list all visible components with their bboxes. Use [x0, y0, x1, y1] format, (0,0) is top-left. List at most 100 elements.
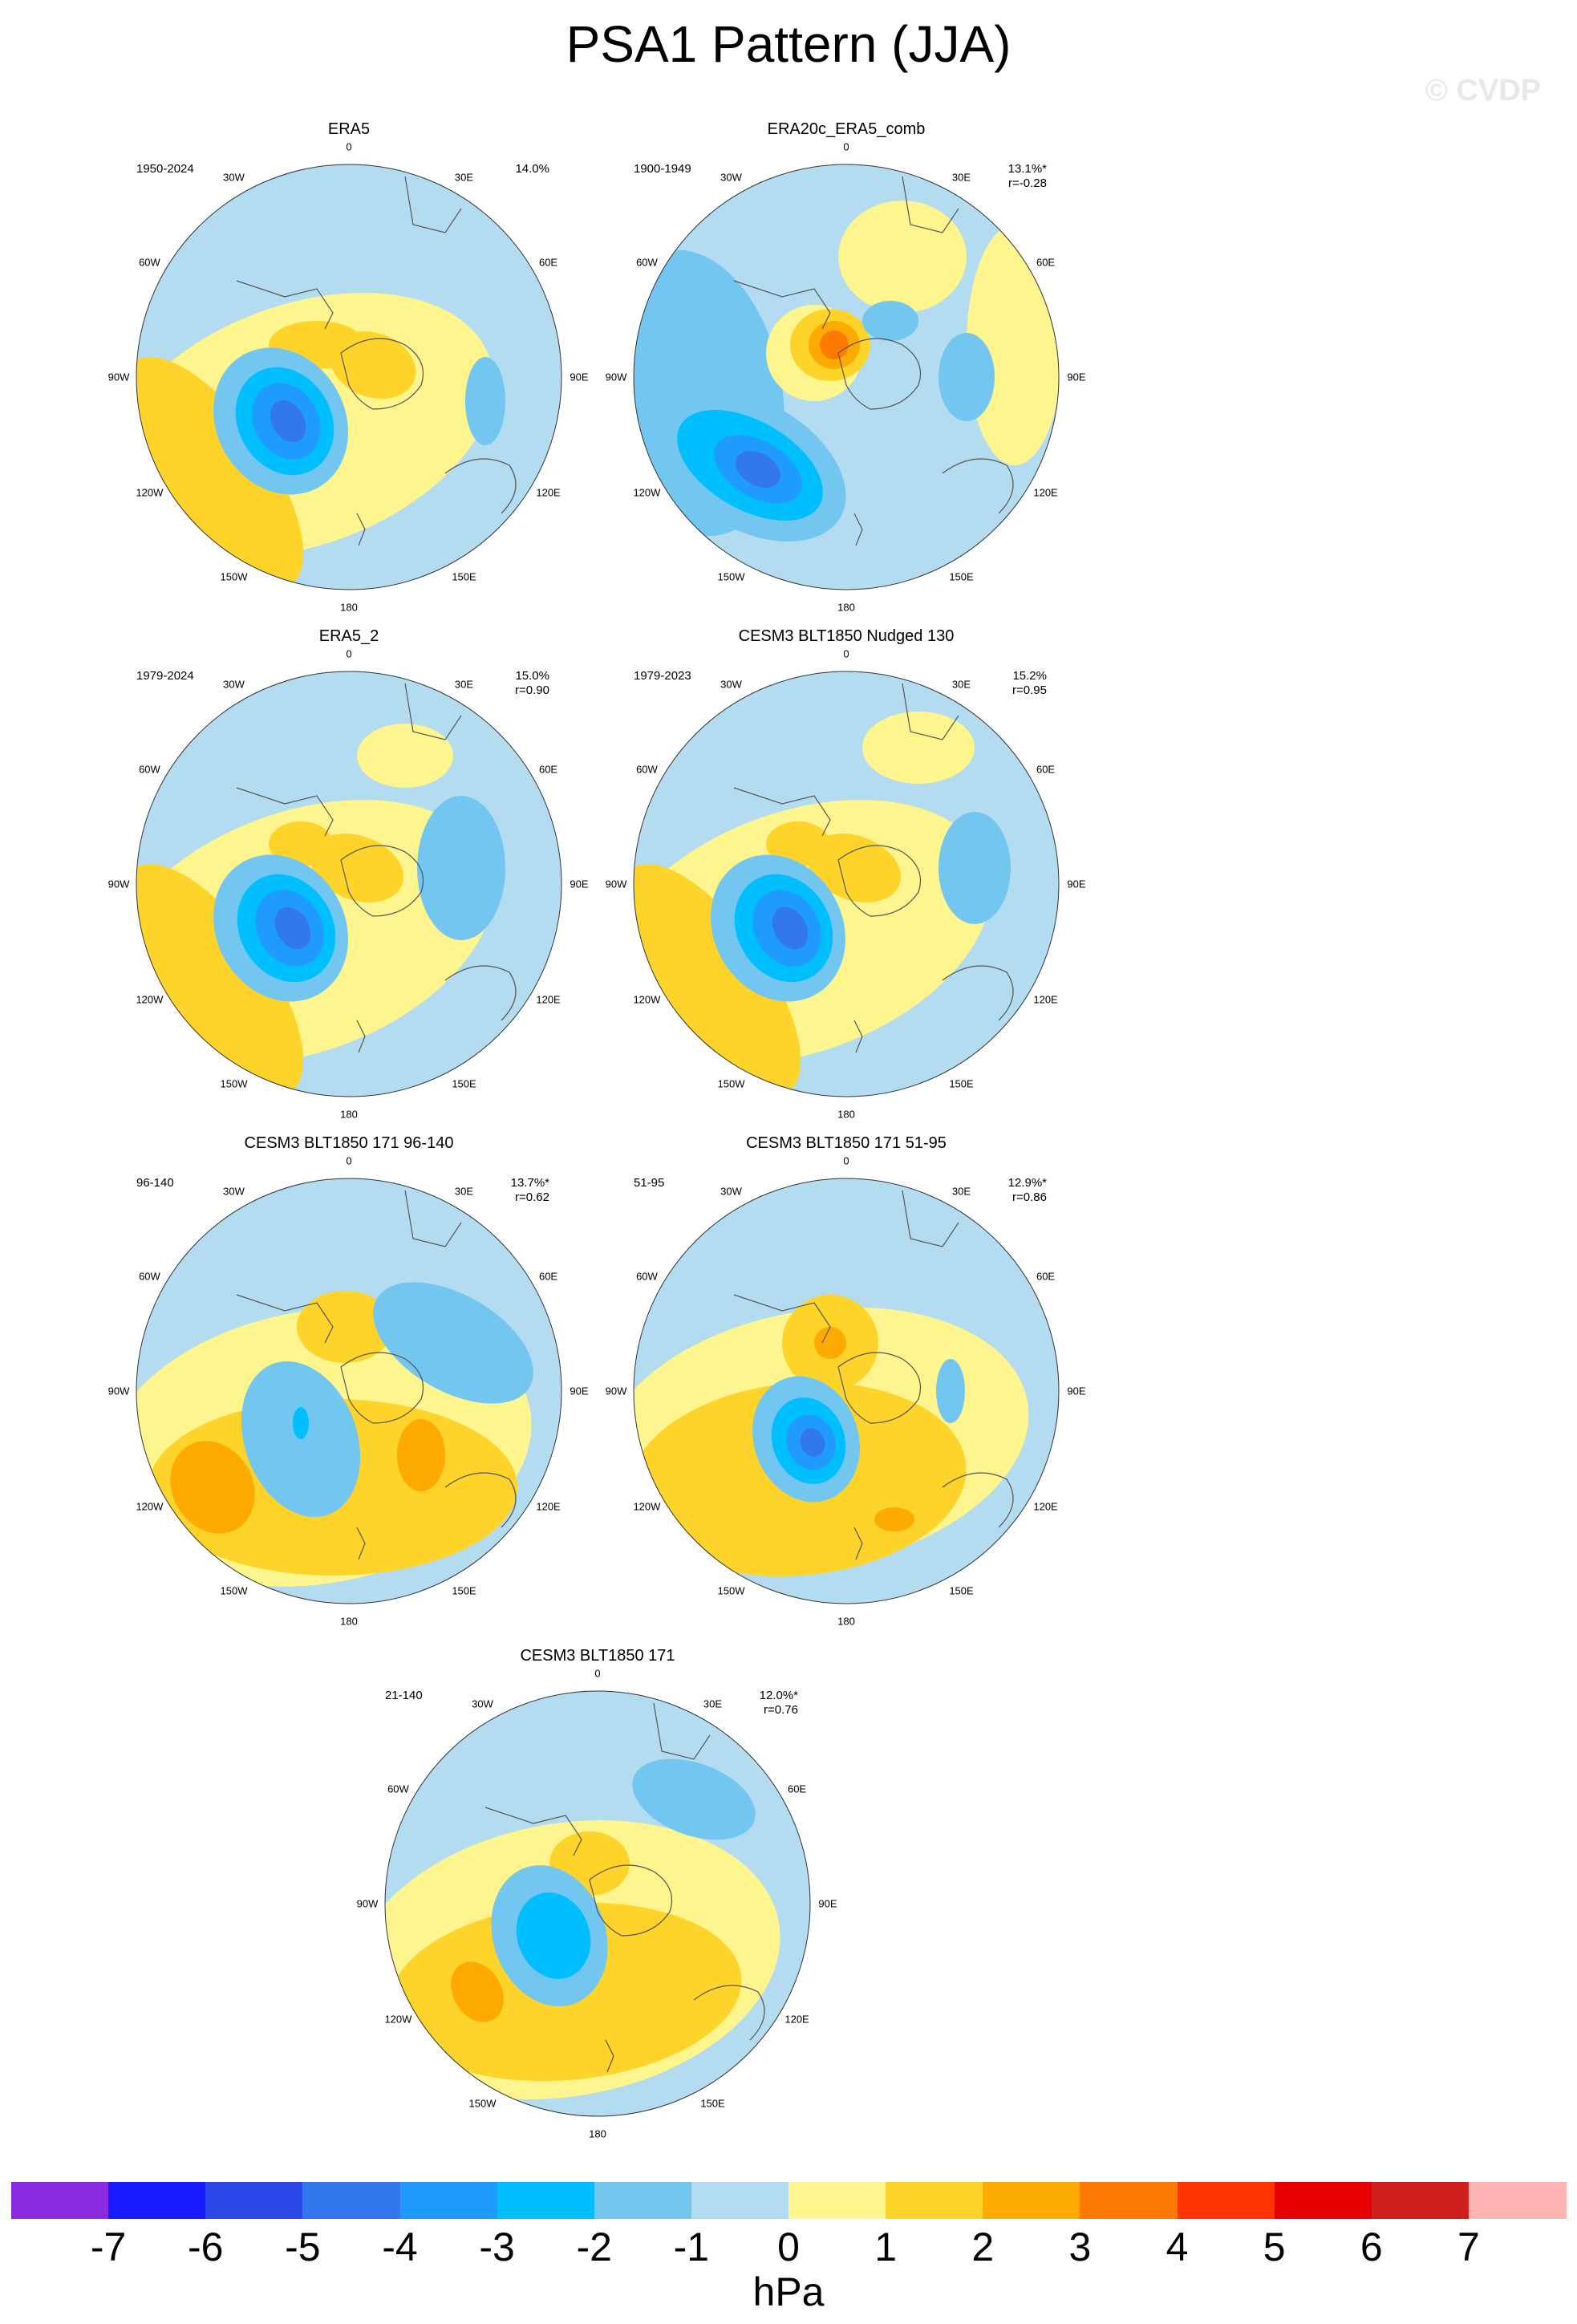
longitude-label: 150E: [452, 1077, 476, 1090]
anomaly-contour: [270, 400, 306, 443]
map-border: [136, 164, 562, 590]
coastline: [733, 1190, 1014, 1560]
anomaly-contour: [862, 712, 975, 784]
map-panel: CESM3 BLT1850 171 21-140 12.0%* r=0.76 0 30E 6…: [353, 1647, 1027, 2144]
longitude-label: 180: [589, 2127, 606, 2140]
anomaly-contour: [516, 1892, 591, 1979]
variance-percent: 12.0%*: [759, 1689, 798, 1702]
longitude-label: 90E: [1067, 1385, 1086, 1397]
colorbar-segment: [302, 2182, 400, 2219]
anomaly-contour: [451, 1961, 504, 2022]
longitude-label: 150E: [452, 570, 476, 583]
longitude-label: 150W: [717, 570, 745, 583]
longitude-label: 30E: [951, 678, 971, 691]
longitude-label: 120E: [1033, 993, 1058, 1005]
longitude-label: 120W: [136, 486, 164, 498]
longitude-label: 90W: [605, 371, 627, 383]
longitude-label: 90E: [1067, 371, 1086, 383]
colorbar-tick: -3: [479, 2225, 515, 2269]
map-border: [633, 671, 1060, 1097]
colorbar-tick: 7: [1457, 2225, 1480, 2269]
panel-title: ERA20c_ERA5_comb: [767, 120, 926, 138]
panel-title: ERA5: [327, 120, 371, 138]
coastline: [733, 176, 1014, 546]
longitude-label: 150W: [220, 1584, 248, 1597]
variance-percent: 15.2%: [1012, 669, 1047, 683]
polar-map: [633, 671, 1060, 1097]
longitude-label: 60E: [538, 763, 558, 775]
longitude-label: 60E: [787, 1783, 807, 1795]
colorbar-segment: [1274, 2182, 1372, 2219]
anomaly-contour: [397, 1419, 445, 1491]
longitude-label: 120E: [1033, 1500, 1058, 1512]
polar-map: [384, 1690, 811, 2117]
variance-percent: 13.1%*: [1007, 162, 1047, 176]
anomaly-contour: [800, 1428, 825, 1457]
longitude-label: 180: [340, 1615, 358, 1628]
longitude-label: 0: [346, 140, 352, 153]
longitude-label: 90E: [570, 1385, 589, 1397]
longitude-label: 150W: [717, 1584, 745, 1597]
map-panel: CESM3 BLT1850 171 96-140 96-140 13.7%* r=0.…: [104, 1134, 778, 1632]
map-panel: ERA20c_ERA5_comb 1900-1949 13.1%* r=-0.28 0 3…: [602, 120, 1275, 618]
colorbar-tick: 6: [1360, 2225, 1383, 2269]
longitude-label: 60W: [139, 1270, 160, 1282]
longitude-label: 180: [837, 1615, 855, 1628]
colorbar-tick: -4: [382, 2225, 418, 2269]
colorbar-segment: [497, 2182, 595, 2219]
colorbar-tick: 1: [874, 2225, 898, 2269]
map-border: [633, 1178, 1060, 1604]
colorbar-tick: 5: [1263, 2225, 1286, 2269]
colorbar-tick: -7: [90, 2225, 127, 2269]
colorbar-segment: [11, 2182, 109, 2219]
anomaly-contour: [820, 331, 849, 359]
longitude-label: 120E: [536, 993, 561, 1005]
longitude-label: 0: [346, 647, 352, 660]
period-label: 1900-1949: [634, 162, 691, 176]
longitude-label: 30W: [720, 171, 742, 184]
variance-percent: 14.0%: [515, 162, 549, 176]
longitude-label: 60W: [139, 763, 160, 775]
colorbar-tick: -1: [673, 2225, 710, 2269]
panel-title: CESM3 BLT1850 171 96-140: [244, 1134, 454, 1152]
longitude-label: 60W: [387, 1783, 409, 1795]
period-label: 1979-2023: [634, 669, 691, 683]
pattern-correlation: r=0.95: [1012, 683, 1047, 697]
longitude-label: 90W: [356, 1897, 379, 1910]
variance-percent: 13.7%*: [510, 1176, 549, 1190]
longitude-label: 150E: [949, 1077, 974, 1090]
anomaly-contour: [814, 1327, 846, 1359]
period-label: 96-140: [136, 1176, 174, 1190]
longitude-label: 30W: [720, 1185, 742, 1198]
anomaly-contour: [274, 906, 311, 950]
variance-percent: 12.9%*: [1007, 1176, 1047, 1190]
longitude-label: 60W: [636, 1270, 658, 1282]
longitude-label: 90W: [107, 371, 130, 383]
anomaly-contour: [938, 812, 1011, 924]
anomaly-contour: [807, 833, 902, 902]
panel-title: CESM3 BLT1850 171: [520, 1647, 675, 1665]
colorbar-segment: [399, 2182, 498, 2219]
longitude-label: 90W: [605, 878, 627, 890]
coastline: [236, 683, 517, 1053]
longitude-label: 120E: [784, 2013, 809, 2025]
anomaly-contour: [310, 833, 404, 902]
longitude-label: 90E: [1067, 878, 1086, 890]
anomaly-contour: [136, 864, 304, 1097]
longitude-label: 30E: [951, 1185, 971, 1198]
colorbar-tick: 4: [1166, 2225, 1189, 2269]
anomaly-contour: [417, 796, 505, 940]
longitude-label: 120W: [136, 1500, 164, 1512]
longitude-label: 120W: [633, 993, 661, 1005]
colorbar-tick: 3: [1068, 2225, 1092, 2269]
longitude-label: 30E: [454, 171, 474, 184]
anomaly-contour: [772, 906, 809, 950]
longitude-label: 60E: [538, 1270, 558, 1282]
colorbar-segment: [1371, 2182, 1470, 2219]
period-label: 51-95: [634, 1176, 665, 1190]
longitude-label: 30W: [223, 678, 245, 691]
longitude-label: 90W: [107, 878, 130, 890]
colorbar-segment: [886, 2182, 983, 2219]
coastline: [236, 176, 517, 546]
longitude-label: 120E: [536, 1500, 561, 1512]
